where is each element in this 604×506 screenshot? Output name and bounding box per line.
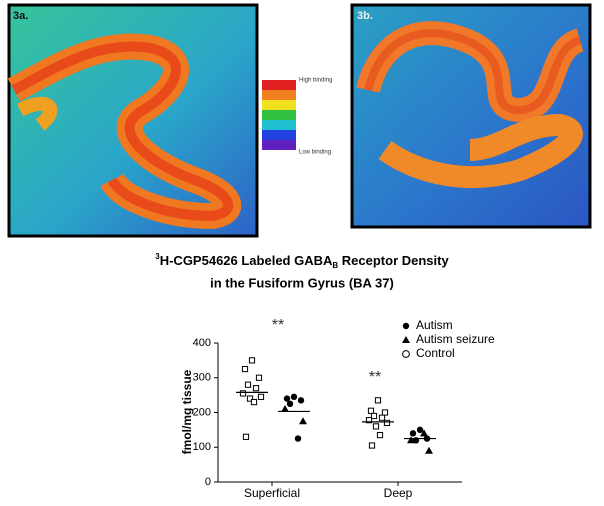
data-point bbox=[378, 414, 386, 421]
chart-subtitle: in the Fusiform Gyrus (BA 37) bbox=[210, 275, 394, 290]
data-point bbox=[281, 405, 289, 413]
data-point bbox=[283, 395, 291, 402]
x-tick-label: Deep bbox=[384, 486, 413, 500]
legend-marker bbox=[402, 336, 410, 343]
annotation: ** bbox=[369, 369, 381, 386]
data-point bbox=[250, 398, 258, 406]
title-sup: 3 bbox=[155, 252, 160, 261]
colorbar-high: High binding bbox=[299, 78, 332, 84]
data-point bbox=[252, 385, 260, 392]
legend-label: Control bbox=[416, 346, 455, 360]
data-point bbox=[257, 393, 265, 400]
data-point bbox=[294, 435, 302, 442]
legend-marker bbox=[402, 350, 410, 358]
data-point bbox=[299, 417, 307, 425]
image-label: 3a. bbox=[13, 10, 28, 22]
data-point bbox=[372, 423, 380, 430]
data-point bbox=[407, 436, 415, 444]
data-point bbox=[242, 433, 250, 440]
y-tick-label: 0 bbox=[205, 476, 211, 488]
y-tick-label: 100 bbox=[193, 441, 211, 453]
data-point bbox=[246, 395, 254, 402]
y-axis-label: fmol/mg tissue bbox=[180, 369, 194, 454]
annotation: ** bbox=[272, 317, 284, 334]
title-text: Receptor Density bbox=[338, 253, 449, 268]
image-3b: 3b. bbox=[350, 3, 592, 229]
data-point bbox=[365, 417, 373, 424]
legend-label: Autism seizure bbox=[416, 332, 495, 346]
data-point bbox=[244, 381, 252, 388]
y-tick-label: 200 bbox=[193, 406, 211, 418]
data-point bbox=[290, 393, 298, 401]
data-point bbox=[367, 407, 375, 414]
legend-label: Autism bbox=[416, 318, 453, 332]
title-sub: B bbox=[332, 261, 338, 270]
colorbar-low: Low binding bbox=[299, 150, 331, 156]
data-point bbox=[383, 419, 391, 427]
y-tick-label: 300 bbox=[193, 372, 211, 384]
chart-title: 3H-CGP54626 Labeled GABAB Receptor Densi… bbox=[155, 252, 449, 270]
x-tick-label: Superficial bbox=[244, 486, 300, 500]
title-text: H-CGP54626 Labeled GABA bbox=[160, 253, 333, 268]
data-point bbox=[409, 430, 417, 437]
data-point bbox=[255, 374, 263, 381]
data-point bbox=[376, 431, 384, 439]
data-point bbox=[286, 400, 294, 408]
data-point bbox=[297, 397, 305, 404]
image-label: 3b. bbox=[357, 10, 373, 22]
colorbar: High binding Low binding bbox=[262, 78, 332, 156]
plot: 0 100 200 300 400 Superficial Deep AutismAutism… bbox=[193, 318, 495, 500]
data-point bbox=[239, 390, 247, 397]
data-point bbox=[241, 365, 249, 373]
data-point bbox=[425, 446, 433, 454]
y-tick-label: 400 bbox=[193, 337, 211, 349]
data-point bbox=[420, 429, 428, 437]
data-point bbox=[248, 357, 256, 364]
data-point bbox=[381, 409, 389, 416]
image-3a: 3a. bbox=[7, 3, 259, 238]
data-point bbox=[374, 397, 382, 404]
data-point bbox=[368, 442, 376, 449]
data-point bbox=[416, 426, 424, 434]
data-point bbox=[370, 412, 378, 420]
legend-marker bbox=[402, 322, 410, 330]
